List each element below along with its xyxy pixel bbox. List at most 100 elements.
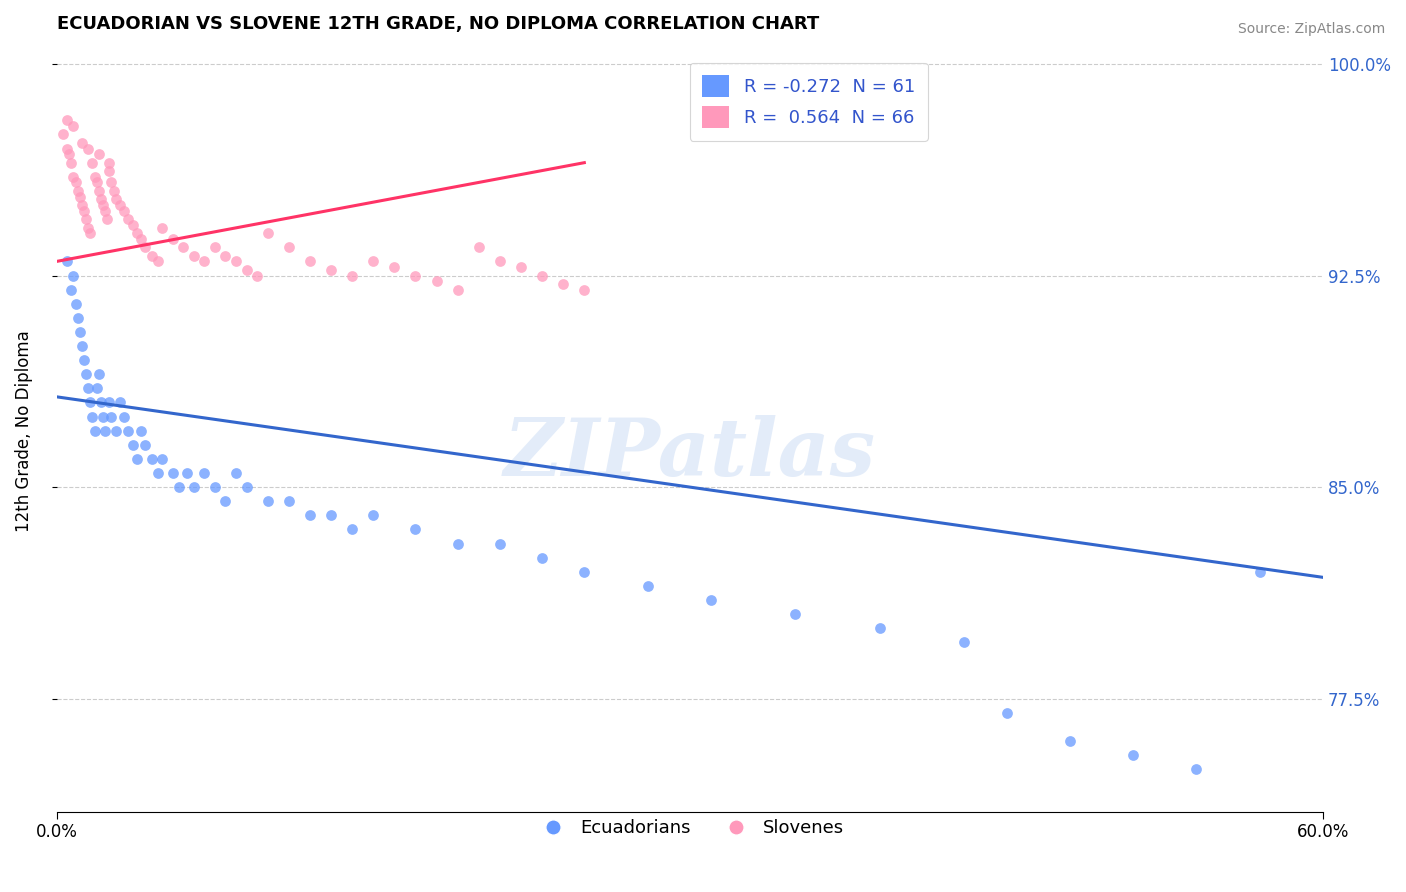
Point: [56, 142, 79, 156]
Point: [125, 226, 148, 240]
Point: [162, 232, 184, 246]
Point: [277, 240, 299, 254]
Point: [129, 232, 152, 246]
Point: [225, 466, 247, 480]
Point: [256, 226, 278, 240]
Point: [77, 220, 100, 235]
Point: [70, 136, 93, 150]
Point: [79, 226, 101, 240]
Point: [91, 409, 114, 424]
Point: [340, 268, 363, 283]
Point: [574, 565, 596, 579]
Point: [574, 283, 596, 297]
Point: [204, 240, 226, 254]
Point: [56, 113, 79, 128]
Point: [77, 142, 100, 156]
Point: [79, 395, 101, 409]
Point: [91, 198, 114, 212]
Point: [129, 424, 152, 438]
Point: [70, 339, 93, 353]
Point: [183, 249, 205, 263]
Point: [404, 268, 426, 283]
Point: [125, 451, 148, 466]
Point: [489, 254, 512, 268]
Point: [82, 409, 104, 424]
Point: [134, 438, 156, 452]
Point: [637, 579, 659, 593]
Text: Source: ZipAtlas.com: Source: ZipAtlas.com: [1237, 22, 1385, 37]
Point: [319, 263, 342, 277]
Point: [256, 494, 278, 508]
Point: [83, 169, 105, 184]
Point: [96, 212, 118, 227]
Point: [52, 128, 75, 142]
Point: [65, 176, 87, 190]
Point: [225, 254, 247, 268]
Point: [162, 466, 184, 480]
Point: [995, 706, 1018, 720]
Point: [98, 155, 121, 169]
Point: [1122, 748, 1144, 763]
Point: [531, 550, 554, 565]
Point: [112, 203, 135, 218]
Point: [117, 424, 139, 438]
Point: [382, 260, 405, 274]
Point: [298, 508, 321, 523]
Point: [77, 381, 100, 395]
Point: [134, 240, 156, 254]
Point: [1249, 565, 1271, 579]
Point: [361, 254, 384, 268]
Point: [121, 438, 143, 452]
Point: [82, 155, 104, 169]
Point: [70, 198, 93, 212]
Point: [214, 494, 236, 508]
Point: [183, 480, 205, 494]
Point: [87, 147, 110, 161]
Point: [62, 268, 84, 283]
Point: [75, 368, 97, 382]
Point: [104, 192, 127, 206]
Point: [146, 466, 169, 480]
Point: [489, 536, 512, 550]
Point: [869, 621, 891, 635]
Point: [94, 424, 117, 438]
Point: [65, 297, 87, 311]
Point: [319, 508, 342, 523]
Point: [510, 260, 533, 274]
Point: [103, 184, 125, 198]
Point: [235, 263, 257, 277]
Point: [1059, 734, 1081, 748]
Point: [150, 220, 173, 235]
Point: [447, 283, 470, 297]
Point: [100, 409, 122, 424]
Point: [214, 249, 236, 263]
Point: [69, 325, 91, 339]
Point: [277, 494, 299, 508]
Point: [150, 451, 173, 466]
Y-axis label: 12th Grade, No Diploma: 12th Grade, No Diploma: [15, 330, 32, 532]
Point: [121, 218, 143, 232]
Point: [62, 119, 84, 133]
Point: [98, 164, 121, 178]
Point: [83, 424, 105, 438]
Point: [953, 635, 976, 649]
Point: [58, 147, 80, 161]
Point: [141, 451, 163, 466]
Point: [90, 395, 112, 409]
Point: [235, 480, 257, 494]
Point: [426, 274, 449, 288]
Point: [73, 203, 96, 218]
Text: ECUADORIAN VS SLOVENE 12TH GRADE, NO DIPLOMA CORRELATION CHART: ECUADORIAN VS SLOVENE 12TH GRADE, NO DIP…: [56, 15, 818, 33]
Point: [60, 155, 83, 169]
Point: [66, 184, 89, 198]
Point: [87, 184, 110, 198]
Point: [531, 268, 554, 283]
Point: [340, 523, 363, 537]
Point: [1185, 762, 1208, 776]
Point: [553, 277, 575, 291]
Point: [204, 480, 226, 494]
Point: [700, 593, 723, 607]
Point: [86, 381, 108, 395]
Point: [193, 466, 215, 480]
Point: [100, 176, 122, 190]
